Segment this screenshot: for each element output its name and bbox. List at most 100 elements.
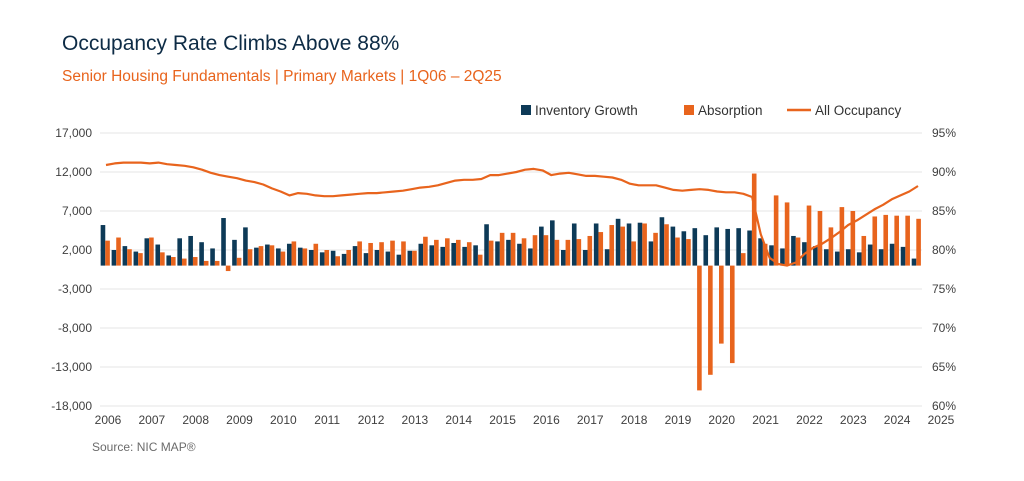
y-right-tick-label: 95%: [932, 126, 956, 140]
y-right-tick-label: 80%: [932, 243, 956, 257]
inventory-growth-bar: [243, 227, 248, 266]
inventory-growth-bar: [385, 251, 391, 266]
inventory-growth-bar: [528, 248, 533, 266]
inventory-growth-bar: [286, 243, 292, 266]
inventory-growth-bar: [111, 250, 117, 266]
absorption-bar: [729, 265, 735, 364]
y-left-tick-label: 17,000: [55, 126, 92, 140]
inventory-growth-bar: [374, 250, 380, 266]
absorption-bar: [861, 235, 867, 266]
absorption-bar: [247, 249, 253, 266]
legend-inventory-label: Inventory Growth: [535, 103, 638, 118]
absorption-bar: [554, 239, 560, 266]
inventory-growth-bar: [780, 248, 785, 266]
inventory-growth-bar: [747, 230, 752, 266]
x-tick-label: 2006: [95, 413, 122, 427]
absorption-bar: [543, 235, 549, 266]
x-axis-ticks: 2006 2007 2008 2009 2010 2011 2012 2013 2014 2015…: [95, 413, 955, 427]
inventory-growth-bar: [615, 218, 621, 266]
inventory-growth-bar: [254, 247, 259, 266]
absorption-bar: [390, 240, 395, 266]
absorption-bar: [719, 265, 724, 344]
absorption-bar: [664, 224, 669, 266]
absorption-bar: [620, 226, 625, 266]
inventory-growth-bar: [571, 223, 577, 266]
inventory-growth-bar: [714, 227, 720, 266]
inventory-growth-bar: [276, 248, 281, 266]
absorption-bar: [477, 254, 483, 266]
y-left-tick-label: -8,000: [58, 321, 92, 335]
absorption-bar: [488, 240, 494, 266]
inventory-growth-bar: [604, 249, 610, 266]
y-left-tick-label: -18,000: [51, 399, 92, 413]
inventory-growth-bar: [834, 251, 840, 266]
y-right-tick-label: 65%: [932, 360, 956, 374]
inventory-growth-bar: [319, 252, 325, 266]
inventory-growth-bar: [166, 255, 172, 266]
inventory-growth-bar: [911, 258, 917, 266]
chart-subtitle: Senior Housing Fundamentals | Primary Ma…: [62, 68, 502, 85]
inventory-growth-bar: [813, 246, 818, 266]
inventory-growth-bar: [889, 243, 895, 266]
absorption-bar: [280, 251, 286, 266]
inventory-growth-bar: [396, 254, 402, 266]
inventory-growth-bar: [232, 239, 237, 266]
legend: Inventory Growth Absorption All Occupanc…: [521, 103, 902, 118]
y-left-tick-label: 12,000: [55, 165, 92, 179]
absorption-bar: [313, 243, 319, 266]
inventory-growth-bar: [736, 228, 741, 266]
absorption-bar: [653, 232, 658, 266]
x-tick-label: 2021: [752, 413, 779, 427]
y-right-tick-label: 85%: [932, 204, 956, 218]
absorption-bar: [225, 265, 231, 272]
inventory-growth-bar: [791, 235, 796, 266]
x-tick-label: 2018: [621, 413, 648, 427]
inventory-growth-bar: [703, 235, 709, 266]
absorption-bar: [510, 232, 516, 266]
inventory-growth-bar: [856, 252, 862, 266]
absorption-bar: [795, 237, 801, 266]
x-tick-label: 2020: [708, 413, 735, 427]
absorption-bar: [423, 236, 428, 266]
source-note: Source: NIC MAP®: [92, 440, 196, 454]
absorption-bar: [883, 214, 889, 266]
x-tick-label: 2013: [402, 413, 429, 427]
y-right-tick-label: 70%: [932, 321, 956, 335]
inventory-growth-bar: [506, 239, 511, 266]
absorption-bar: [291, 241, 297, 266]
inventory-growth-bar: [878, 249, 884, 266]
x-tick-label: 2025: [928, 413, 955, 427]
x-tick-label: 2007: [138, 413, 165, 427]
x-tick-label: 2015: [489, 413, 516, 427]
x-tick-label: 2008: [182, 413, 209, 427]
inventory-growth-bar: [769, 245, 774, 266]
absorption-bar: [817, 211, 823, 266]
absorption-bar: [565, 239, 571, 266]
y-right-tick-label: 90%: [932, 165, 956, 179]
absorption-bar: [214, 260, 220, 266]
absorption-bar: [686, 239, 691, 266]
absorption-bar: [576, 239, 582, 266]
inventory-growth-bar: [473, 245, 478, 266]
inventory-growth-bar: [725, 228, 730, 266]
inventory-growth-bar: [451, 242, 456, 266]
inventory-growth-bar: [100, 225, 106, 266]
x-tick-label: 2023: [840, 413, 867, 427]
absorption-bar: [905, 215, 910, 266]
absorption-bar: [521, 238, 527, 266]
legend-inventory-swatch: [521, 105, 531, 115]
y-left-tick-label: 7,000: [62, 204, 92, 218]
x-tick-label: 2012: [358, 413, 385, 427]
absorption-bar: [116, 237, 121, 266]
y-left-tick-label: -3,000: [58, 282, 92, 296]
y-right-tick-label: 60%: [932, 399, 956, 413]
absorption-bar: [773, 195, 779, 266]
absorption-bar: [181, 258, 187, 266]
absorption-bar: [609, 225, 615, 266]
inventory-growth-bar: [593, 223, 599, 266]
inventory-growth-bar: [429, 245, 435, 266]
absorption-bar: [203, 260, 209, 266]
x-tick-label: 2019: [665, 413, 692, 427]
legend-absorption-label: Absorption: [698, 103, 763, 118]
absorption-bar: [455, 239, 461, 266]
